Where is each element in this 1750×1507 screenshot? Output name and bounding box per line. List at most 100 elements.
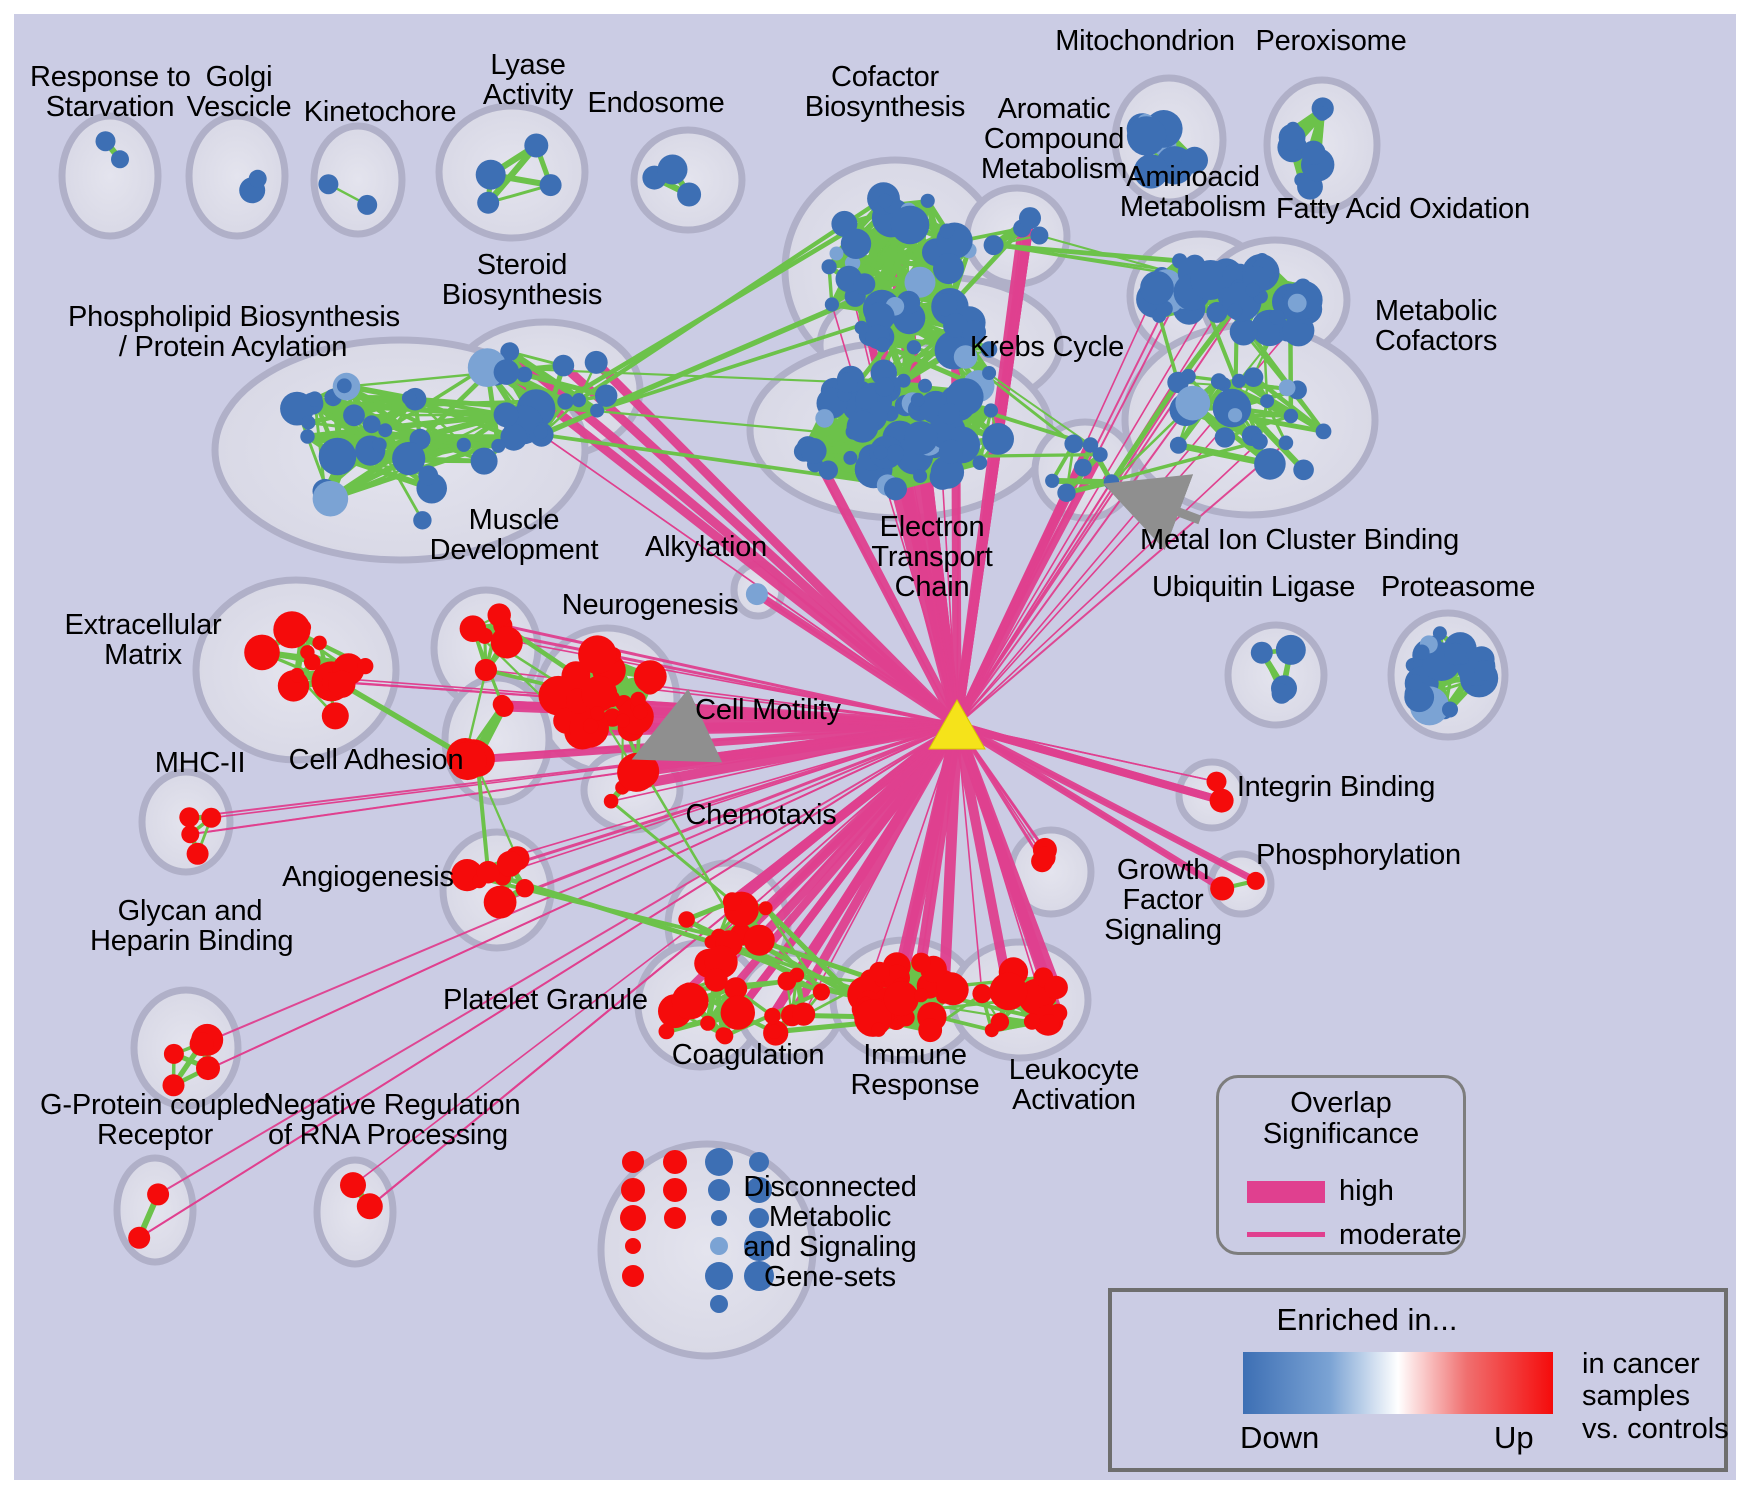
gene-set-node: [491, 438, 506, 453]
gene-set-node: [745, 583, 768, 606]
gene-set-node: [617, 752, 657, 792]
gene-set-node: [357, 658, 374, 675]
gene-set-node: [493, 402, 519, 428]
cluster-label-aromatic-compound-metabolism: Aromatic Compound Metabolism: [980, 93, 1128, 186]
gene-set-node: [392, 441, 426, 476]
gene-set-node: [1214, 427, 1236, 448]
significance-edge-moderate: [847, 278, 958, 726]
gene-set-node: [603, 793, 619, 809]
cluster-label-alkylation: Alkylation: [644, 531, 768, 563]
gene-set-node: [1064, 434, 1083, 454]
gene-set-node: [1227, 303, 1243, 319]
overlap-edge-bridge: [339, 681, 469, 760]
gene-set-node: [869, 961, 890, 983]
gene-set-node: [470, 447, 498, 475]
gene-set-node: [273, 611, 311, 649]
gene-set-node: [1044, 975, 1068, 1000]
overlap-edge-bridge: [576, 196, 886, 403]
gene-set-node: [336, 378, 352, 394]
gene-set-node: [767, 1024, 782, 1040]
gene-set-node: [744, 1261, 774, 1291]
gene-set-node: [914, 988, 929, 1003]
gene-set-node: [910, 392, 925, 407]
gene-set-node: [1045, 473, 1060, 488]
gene-set-node: [1278, 123, 1306, 151]
significance-edge-moderate: [956, 218, 1031, 726]
significance-edge: [952, 723, 1049, 979]
significance-edge-moderate: [484, 634, 958, 726]
cluster-halo-kinetochore: [310, 122, 406, 238]
gene-set-node: [677, 182, 702, 207]
significance-edge-moderate: [956, 724, 1257, 882]
gene-set-node: [1246, 871, 1265, 890]
cluster-label-angiogenesis: Angiogenesis: [282, 861, 454, 893]
overlap-edge-bridge: [609, 799, 743, 911]
gene-set-node: [904, 266, 936, 298]
gene-set-node: [357, 194, 378, 215]
gene-set-node: [300, 429, 315, 444]
gene-set-node: [321, 702, 349, 730]
gene-set-node: [720, 995, 755, 1030]
gene-set-node: [764, 1007, 781, 1025]
gene-set-node: [500, 342, 520, 362]
overlap-edge: [1232, 412, 1326, 434]
significance-edge-moderate: [807, 446, 958, 726]
gene-set-node: [1269, 309, 1285, 325]
gene-set-node: [933, 253, 964, 285]
gene-set-node: [1301, 140, 1326, 165]
gene-set-node: [972, 455, 988, 471]
gene-set-node: [715, 1027, 731, 1043]
gene-set-node: [854, 320, 869, 335]
gene-set-node: [1140, 271, 1174, 305]
significance-edge-moderate: [956, 724, 983, 994]
gene-set-node: [824, 297, 840, 312]
gene-set-node: [792, 1002, 816, 1026]
gene-set-node: [1181, 146, 1208, 174]
significance-edge-moderate: [369, 724, 958, 1207]
cluster-label-platelet-granule: Platelet Granule: [443, 984, 648, 1016]
legend-high-swatch: [1247, 1181, 1325, 1203]
gene-set-node: [418, 465, 439, 486]
gene-set-node: [483, 885, 517, 919]
gene-set-node: [1260, 394, 1275, 409]
cluster-label-cell-motility: Cell Motility: [695, 694, 841, 726]
overlap-edge-bridge: [1108, 379, 1181, 485]
gene-set-node: [581, 675, 618, 712]
annotation-arrows: [631, 474, 1202, 763]
gene-set-node: [724, 977, 748, 1000]
gene-set-node: [657, 154, 688, 185]
gene-set-node: [318, 437, 357, 476]
gene-set-node: [989, 972, 1028, 1011]
gene-set-node: [746, 1177, 772, 1203]
significance-edge: [956, 264, 1196, 726]
hub-node-colon-cancer-disease-genes[interactable]: [928, 698, 986, 750]
gene-set-node: [758, 901, 773, 916]
gene-set-node: [883, 981, 919, 1017]
cluster-label-mitochondrion: Mitochondrion: [1055, 25, 1235, 57]
gene-set-node: [632, 704, 648, 720]
gene-set-node: [705, 1262, 733, 1290]
cluster-label-metabolic-cofactors: Metabolic Cofactors: [1374, 295, 1498, 358]
legend-overlap-title: Overlap Significance: [1262, 1087, 1420, 1151]
gene-set-node: [583, 718, 599, 734]
gene-set-node: [983, 235, 1004, 256]
cluster-label-leukocyte-activation: Leukocyte Activation: [1008, 1054, 1140, 1117]
gene-set-node: [633, 660, 667, 693]
overlap-edge: [313, 397, 327, 493]
cluster-label-disconnected-gene-sets: Disconnected Metabolic and Signaling Gen…: [743, 1171, 917, 1294]
legend-context-label: in cancer samples vs. controls: [1582, 1348, 1729, 1445]
gene-set-node: [516, 366, 533, 383]
gene-set-node: [620, 1205, 646, 1231]
gene-set-node: [1315, 106, 1330, 121]
annotation-arrow-cell-motility-arrow: [631, 688, 723, 763]
gene-set-node: [584, 350, 608, 374]
gene-set-node: [378, 423, 393, 438]
significance-edge: [955, 721, 1223, 805]
gene-set-node: [886, 444, 904, 463]
significance-edge-moderate: [173, 724, 958, 1086]
gene-set-node: [743, 924, 775, 956]
cluster-label-metal-ion-cluster-binding: Metal Ion Cluster Binding: [1140, 524, 1459, 556]
significance-edge: [956, 442, 1287, 726]
gene-set-node: [710, 1237, 728, 1255]
